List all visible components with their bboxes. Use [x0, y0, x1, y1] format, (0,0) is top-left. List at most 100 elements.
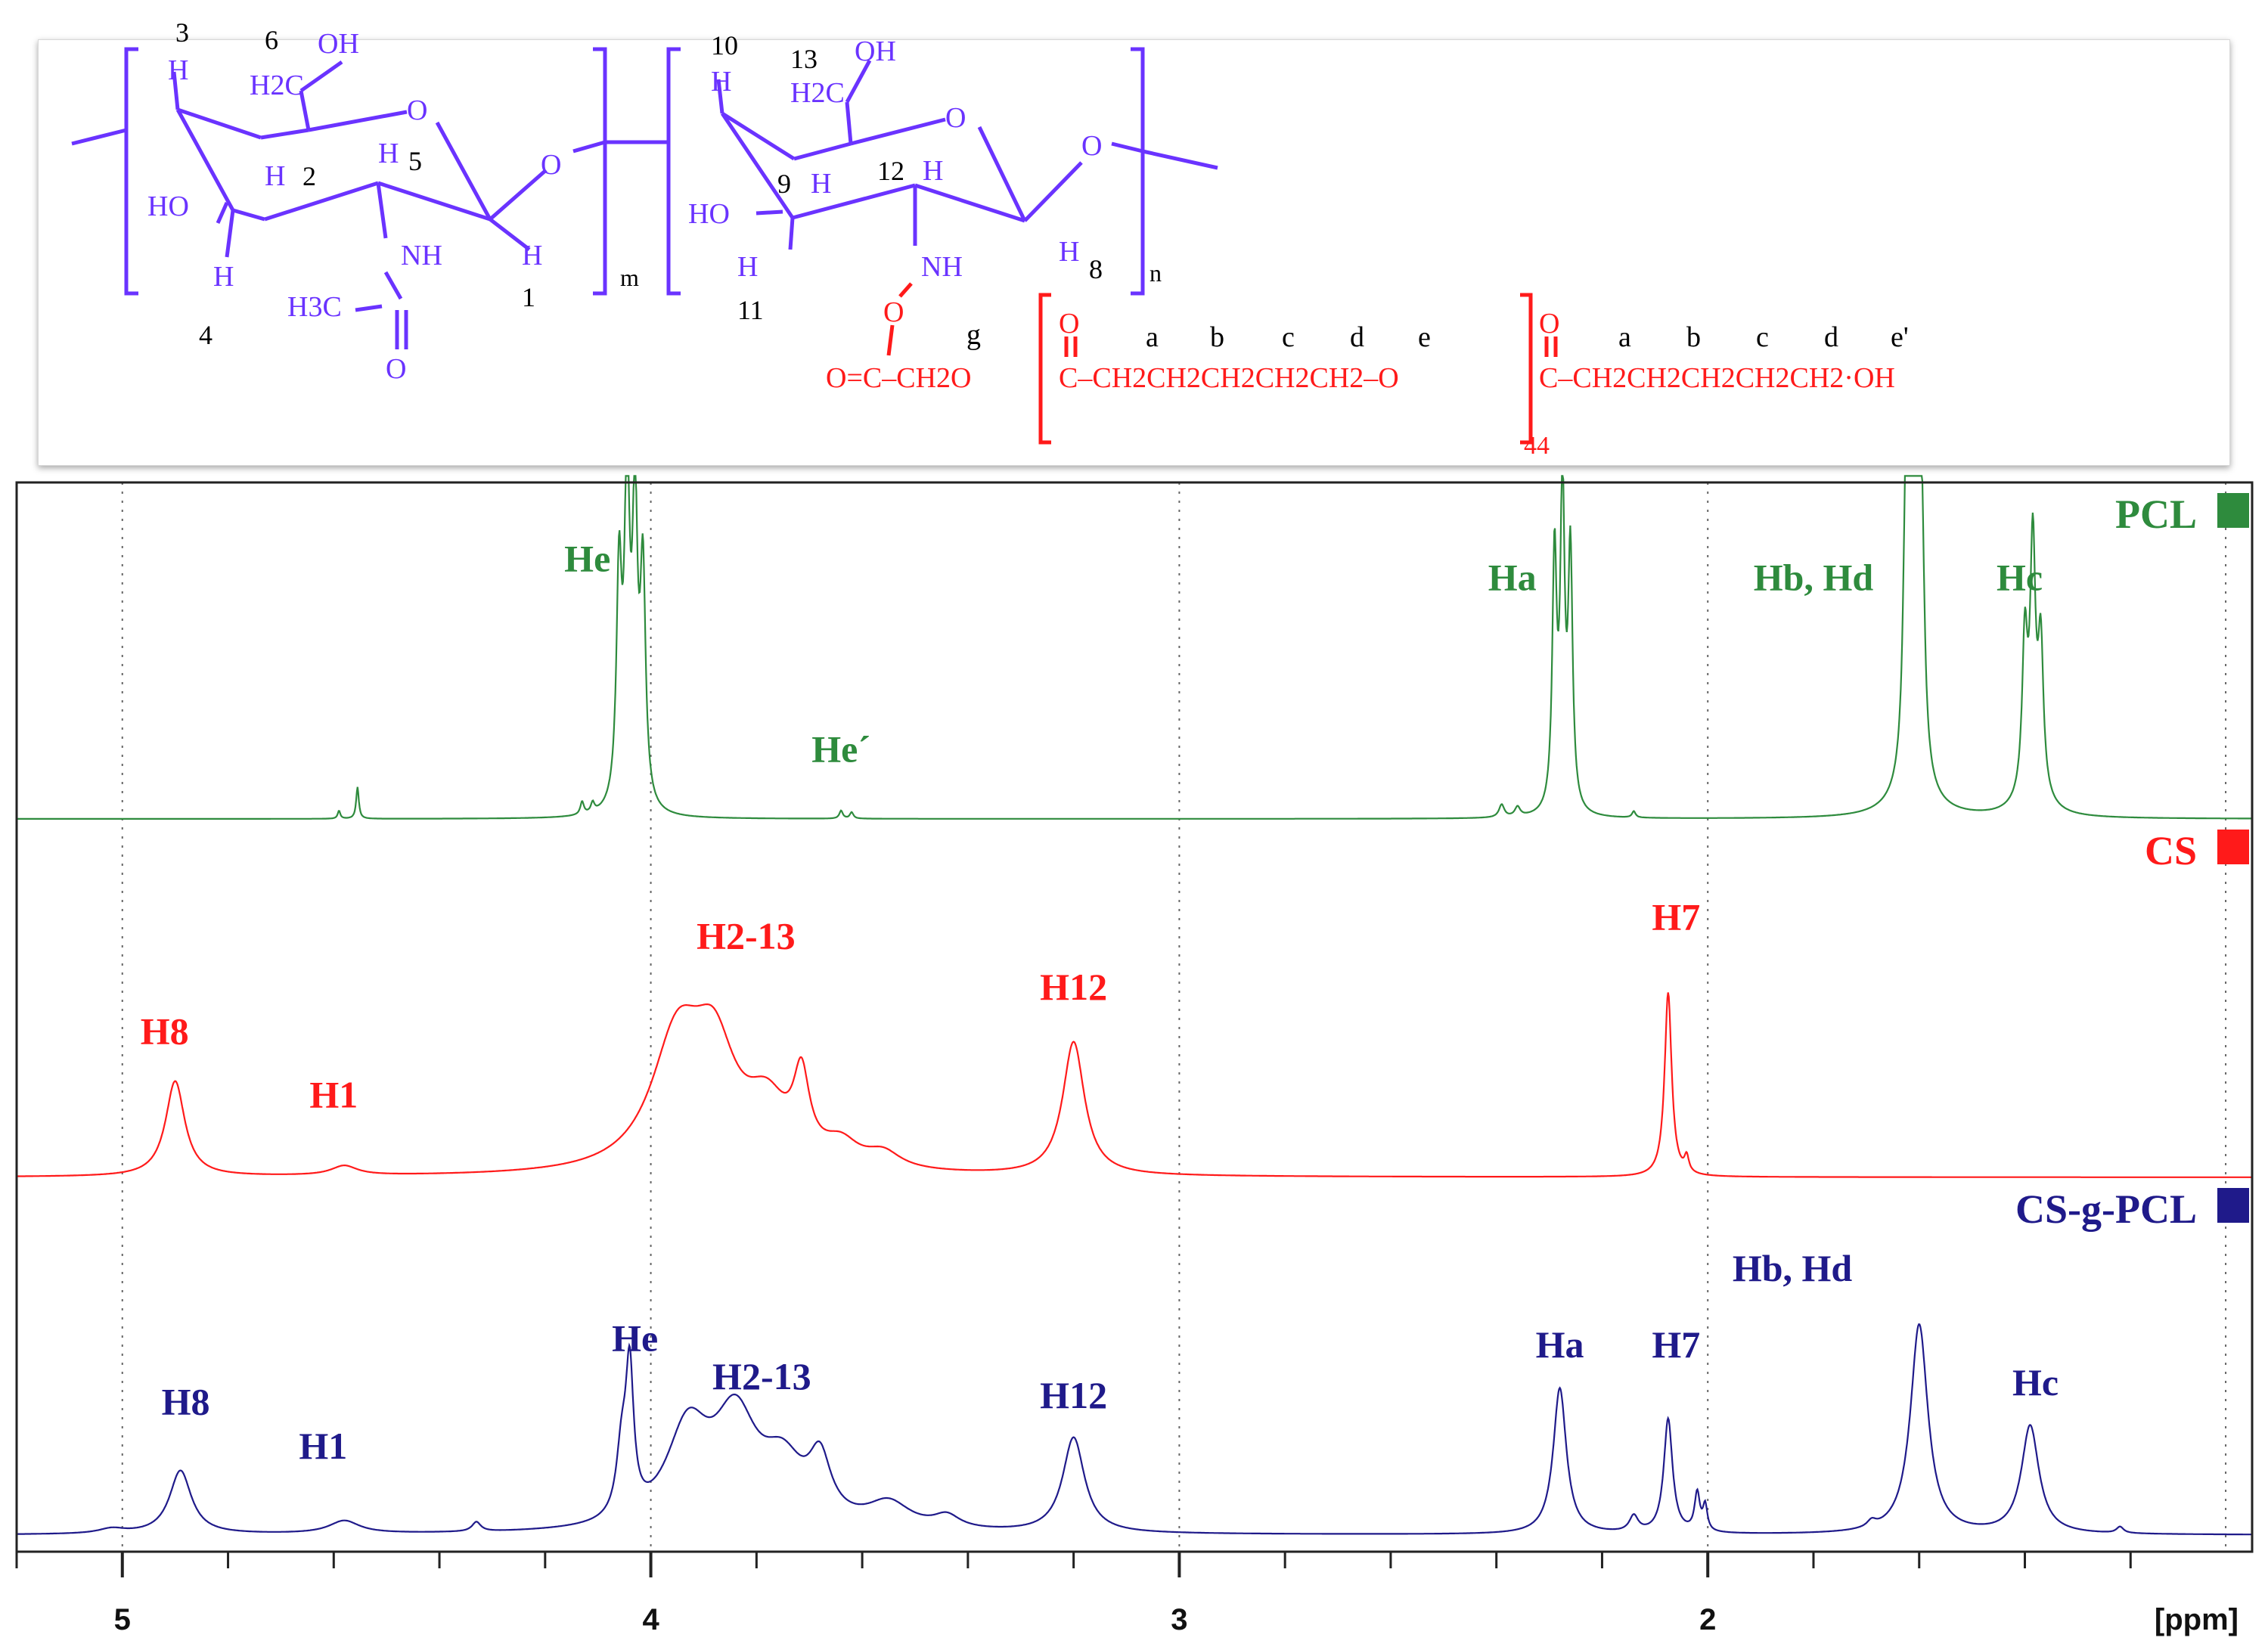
unit2-h-12: H — [923, 155, 943, 187]
unit1-h-3: H — [168, 54, 188, 86]
x-tick-label: 5 — [114, 1603, 131, 1636]
spectrum-pcl: He He´ Ha Hb, Hd Hc PCL — [17, 475, 2252, 820]
letter-d-2: d — [1824, 321, 1838, 353]
pos-8: 8 — [1089, 254, 1103, 284]
unit2-subscript-n: n — [1150, 259, 1162, 287]
pos-11: 11 — [737, 295, 764, 325]
peak-label: H1 — [309, 1074, 358, 1116]
unit1-h-5: H — [378, 138, 399, 169]
pos-10: 10 — [711, 30, 738, 60]
x-axis-label: [ppm] — [2155, 1603, 2239, 1636]
spectrum-line — [17, 992, 2252, 1178]
peak-label: Hc — [2012, 1361, 2059, 1403]
unit2-h-10: H — [711, 66, 731, 98]
unit1-oh: OH — [318, 28, 359, 60]
legend-swatch — [2217, 493, 2249, 528]
peak-label: He´ — [811, 727, 870, 770]
pos-9: 9 — [777, 169, 791, 199]
pos-5: 5 — [408, 146, 422, 176]
x-tick-label: 4 — [642, 1603, 659, 1636]
unit2-h-8: H — [1059, 236, 1079, 268]
plot-frame — [15, 481, 2254, 1553]
graft-segment-3: C–CH2CH2CH2CH2CH2·OH — [1539, 362, 1895, 394]
unit1-subscript-m: m — [620, 264, 639, 291]
legend-label: CS-g-PCL — [2015, 1186, 2197, 1232]
legend-entry: CS — [2145, 828, 2249, 873]
grid — [121, 482, 2227, 1552]
graft-o-link: O — [883, 296, 904, 328]
graft-carbonyl-o-2: O — [1539, 308, 1559, 340]
pos-6: 6 — [265, 25, 278, 55]
unit1-h-2: H — [265, 160, 285, 192]
letter-b-2: b — [1686, 321, 1701, 353]
peak-label: H8 — [162, 1380, 210, 1422]
unit1-nh: NH — [401, 240, 442, 271]
legend-label: PCL — [2115, 492, 2197, 537]
peak-label: Hc — [1997, 557, 2043, 599]
unit2-structure — [605, 47, 1218, 296]
peak-label: Hb, Hd — [1754, 557, 1874, 599]
legend-entry: PCL — [2115, 492, 2249, 537]
spectrum-cs-g-pcl: H8 H1 He H2-13 H12 Ha H7 Hb, Hd Hc CS-g-PCL — [17, 1186, 2252, 1536]
unit1-h-4: H — [213, 261, 234, 293]
letter-e-prime: e' — [1891, 321, 1909, 353]
letter-c-2: c — [1756, 321, 1769, 353]
pos-2: 2 — [303, 161, 316, 191]
letter-g: g — [966, 319, 981, 351]
graft-segment-2: C–CH2CH2CH2CH2CH2–O — [1059, 362, 1399, 394]
legend-swatch — [2217, 830, 2249, 864]
letter-d-1: d — [1350, 321, 1364, 353]
unit2-oh: OH — [855, 36, 896, 67]
pos-13: 13 — [790, 44, 818, 74]
unit2-h-9: H — [811, 168, 831, 200]
unit2-h2c: H2C — [790, 77, 845, 109]
unit1-position-numbers: 3 6 2 5 4 1 m — [175, 17, 639, 350]
unit1-labels: H OH H2C O H H HO NH H H H3C O O — [147, 28, 561, 385]
pos-3: 3 — [175, 17, 189, 48]
x-axis: 5 4 3 2 [ppm] — [15, 481, 2254, 1636]
letter-a-1: a — [1146, 321, 1159, 353]
peak-label: H8 — [141, 1010, 189, 1053]
pos-12: 12 — [877, 156, 904, 186]
pos-1: 1 — [522, 282, 535, 312]
spectrum-line — [17, 1323, 2252, 1536]
peak-label: Hb, Hd — [1733, 1247, 1853, 1289]
peak-label: Ha — [1488, 557, 1537, 599]
letter-a-2: a — [1618, 321, 1631, 353]
graft-repeat-count: 44 — [1524, 432, 1550, 460]
x-tick-label: 2 — [1699, 1603, 1716, 1636]
legend-label: CS — [2145, 828, 2197, 873]
unit2-labels: H OH H2C O H H HO NH H H O — [688, 36, 1102, 283]
peak-label: Ha — [1536, 1323, 1584, 1366]
unit2-nh: NH — [921, 251, 963, 283]
unit2-bridge-o: O — [1081, 130, 1102, 162]
peak-label: H12 — [1040, 1374, 1107, 1416]
chemical-structure: H OH H2C O H H HO NH H H H3C O O 3 6 2 5… — [71, 17, 1909, 460]
letter-c-1: c — [1282, 321, 1295, 353]
spectrum-cs: H8 H1 H2-13 H12 H7 CS — [17, 828, 2252, 1178]
unit1-ring-o: O — [407, 95, 427, 126]
letter-e-1: e — [1418, 321, 1431, 353]
peak-label: H12 — [1040, 966, 1107, 1008]
graft-segment-1: O=C–CH2O — [826, 362, 971, 394]
spectrum-line — [17, 475, 2252, 820]
peak-label: H2-13 — [697, 915, 796, 957]
unit1-structure — [71, 47, 607, 349]
unit1-h2c: H2C — [250, 70, 304, 101]
peak-label: H2-13 — [712, 1355, 811, 1397]
spectra: He He´ Ha Hb, Hd Hc PCL H8 H1 H2-13 H12 H7 CS H8 H1 He… — [17, 475, 2252, 1536]
unit2-position-numbers: 10 13 9 12 11 8 n — [711, 30, 1162, 325]
peak-label: He — [564, 537, 610, 579]
legend-swatch — [2217, 1188, 2249, 1223]
pos-4: 4 — [199, 320, 213, 350]
peak-label: He — [612, 1317, 658, 1359]
graft-carbonyl-o-1: O — [1059, 308, 1079, 340]
unit2-h-11: H — [737, 251, 758, 283]
bridge-o: O — [541, 149, 561, 181]
unit1-carbonyl-o: O — [386, 353, 406, 385]
graft-letters: g a b c d e a b c d e' — [966, 319, 1909, 353]
unit1-ho: HO — [147, 191, 189, 222]
unit2-ho: HO — [688, 198, 730, 230]
